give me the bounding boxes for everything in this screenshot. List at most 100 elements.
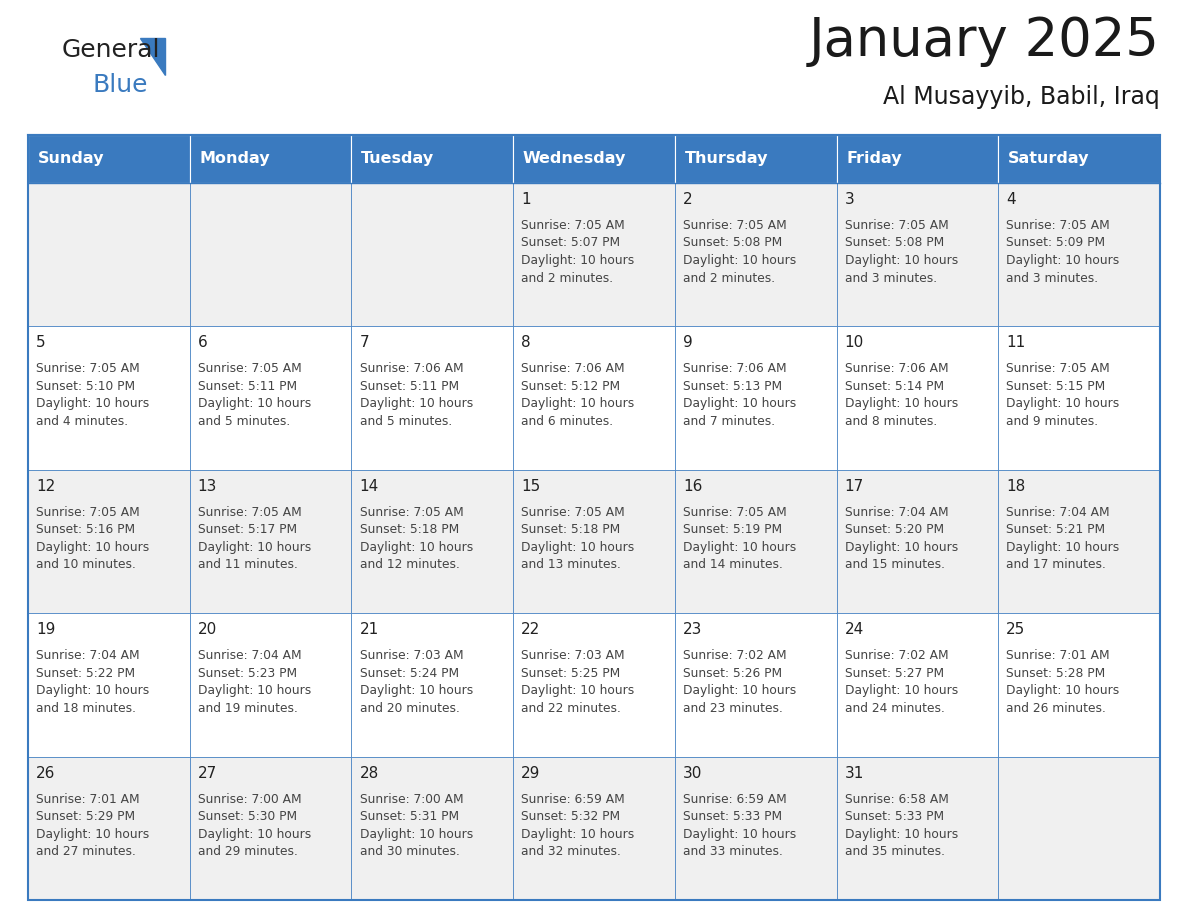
Bar [998, 135, 1159, 183]
Text: Sunset: 5:33 PM: Sunset: 5:33 PM [683, 810, 782, 823]
Text: Sunrise: 7:04 AM: Sunrise: 7:04 AM [36, 649, 140, 662]
Text: Daylight: 10 hours: Daylight: 10 hours [36, 541, 150, 554]
Bar [352, 613, 513, 756]
Text: 5: 5 [36, 335, 45, 351]
Bar [190, 183, 352, 327]
Text: and 17 minutes.: and 17 minutes. [1006, 558, 1106, 571]
Bar [190, 613, 352, 756]
Text: Daylight: 10 hours: Daylight: 10 hours [1006, 541, 1119, 554]
Bar [836, 327, 998, 470]
Text: and 30 minutes.: and 30 minutes. [360, 845, 460, 858]
Text: Sunset: 5:32 PM: Sunset: 5:32 PM [522, 810, 620, 823]
Text: Sunset: 5:23 PM: Sunset: 5:23 PM [197, 666, 297, 679]
Bar [29, 470, 190, 613]
Text: 16: 16 [683, 479, 702, 494]
Text: Sunrise: 7:04 AM: Sunrise: 7:04 AM [845, 506, 948, 519]
Text: Sunset: 5:21 PM: Sunset: 5:21 PM [1006, 523, 1106, 536]
Text: Monday: Monday [200, 151, 270, 166]
Text: and 2 minutes.: and 2 minutes. [522, 272, 613, 285]
Text: Daylight: 10 hours: Daylight: 10 hours [845, 254, 958, 267]
Text: Daylight: 10 hours: Daylight: 10 hours [1006, 684, 1119, 697]
Text: Sunset: 5:18 PM: Sunset: 5:18 PM [360, 523, 459, 536]
Text: Thursday: Thursday [684, 151, 769, 166]
Bar [190, 135, 352, 183]
Bar [513, 327, 675, 470]
Bar [29, 135, 190, 183]
Bar [998, 756, 1159, 900]
Bar [998, 613, 1159, 756]
Text: 8: 8 [522, 335, 531, 351]
Text: and 12 minutes.: and 12 minutes. [360, 558, 460, 571]
Text: 27: 27 [197, 766, 217, 780]
Bar [352, 756, 513, 900]
Text: 15: 15 [522, 479, 541, 494]
Text: Sunrise: 7:03 AM: Sunrise: 7:03 AM [522, 649, 625, 662]
Text: 9: 9 [683, 335, 693, 351]
Text: and 13 minutes.: and 13 minutes. [522, 558, 621, 571]
Bar [836, 470, 998, 613]
Text: and 3 minutes.: and 3 minutes. [1006, 272, 1099, 285]
Bar [675, 183, 836, 327]
Text: Sunrise: 7:05 AM: Sunrise: 7:05 AM [36, 506, 140, 519]
Bar [29, 327, 190, 470]
Text: and 5 minutes.: and 5 minutes. [360, 415, 451, 428]
Text: Daylight: 10 hours: Daylight: 10 hours [360, 828, 473, 841]
Text: Daylight: 10 hours: Daylight: 10 hours [360, 541, 473, 554]
Bar [836, 756, 998, 900]
Text: and 8 minutes.: and 8 minutes. [845, 415, 937, 428]
Text: Sunset: 5:11 PM: Sunset: 5:11 PM [197, 380, 297, 393]
Text: Blue: Blue [93, 73, 148, 97]
Text: Sunrise: 7:02 AM: Sunrise: 7:02 AM [845, 649, 948, 662]
Text: Al Musayyib, Babil, Iraq: Al Musayyib, Babil, Iraq [883, 85, 1159, 109]
Text: Sunrise: 7:00 AM: Sunrise: 7:00 AM [197, 792, 302, 806]
Text: Sunset: 5:13 PM: Sunset: 5:13 PM [683, 380, 782, 393]
Text: Daylight: 10 hours: Daylight: 10 hours [522, 684, 634, 697]
Text: Sunset: 5:19 PM: Sunset: 5:19 PM [683, 523, 782, 536]
Text: and 22 minutes.: and 22 minutes. [522, 701, 621, 715]
Bar [998, 327, 1159, 470]
Text: Sunset: 5:31 PM: Sunset: 5:31 PM [360, 810, 459, 823]
Text: Sunrise: 7:05 AM: Sunrise: 7:05 AM [360, 506, 463, 519]
Text: 30: 30 [683, 766, 702, 780]
Bar [190, 756, 352, 900]
Text: Saturday: Saturday [1007, 151, 1089, 166]
Text: Daylight: 10 hours: Daylight: 10 hours [845, 684, 958, 697]
Text: 26: 26 [36, 766, 56, 780]
Bar [513, 135, 675, 183]
Text: and 3 minutes.: and 3 minutes. [845, 272, 937, 285]
Text: and 29 minutes.: and 29 minutes. [197, 845, 298, 858]
Text: and 14 minutes.: and 14 minutes. [683, 558, 783, 571]
Text: Daylight: 10 hours: Daylight: 10 hours [522, 828, 634, 841]
Text: 19: 19 [36, 622, 56, 637]
Text: Sunset: 5:18 PM: Sunset: 5:18 PM [522, 523, 620, 536]
Text: Sunrise: 7:05 AM: Sunrise: 7:05 AM [522, 219, 625, 232]
Text: 17: 17 [845, 479, 864, 494]
Bar [675, 327, 836, 470]
Text: 20: 20 [197, 622, 217, 637]
Text: and 35 minutes.: and 35 minutes. [845, 845, 944, 858]
Text: Sunset: 5:28 PM: Sunset: 5:28 PM [1006, 666, 1106, 679]
Text: Sunset: 5:25 PM: Sunset: 5:25 PM [522, 666, 620, 679]
Text: and 18 minutes.: and 18 minutes. [36, 701, 137, 715]
Text: Sunrise: 7:05 AM: Sunrise: 7:05 AM [1006, 219, 1110, 232]
Text: Daylight: 10 hours: Daylight: 10 hours [845, 397, 958, 410]
Text: Sunrise: 6:59 AM: Sunrise: 6:59 AM [683, 792, 786, 806]
Text: Sunset: 5:26 PM: Sunset: 5:26 PM [683, 666, 782, 679]
Bar [29, 613, 190, 756]
Text: 28: 28 [360, 766, 379, 780]
Text: Sunset: 5:30 PM: Sunset: 5:30 PM [197, 810, 297, 823]
Bar [998, 470, 1159, 613]
Bar [513, 613, 675, 756]
Text: Sunset: 5:09 PM: Sunset: 5:09 PM [1006, 237, 1106, 250]
Text: Sunrise: 7:06 AM: Sunrise: 7:06 AM [683, 363, 786, 375]
Text: 23: 23 [683, 622, 702, 637]
Text: 4: 4 [1006, 192, 1016, 207]
Text: Sunrise: 7:05 AM: Sunrise: 7:05 AM [197, 363, 302, 375]
Text: 2: 2 [683, 192, 693, 207]
Text: Sunset: 5:22 PM: Sunset: 5:22 PM [36, 666, 135, 679]
Text: and 4 minutes.: and 4 minutes. [36, 415, 128, 428]
Bar [675, 470, 836, 613]
Text: 11: 11 [1006, 335, 1025, 351]
Text: and 11 minutes.: and 11 minutes. [197, 558, 298, 571]
Text: and 23 minutes.: and 23 minutes. [683, 701, 783, 715]
